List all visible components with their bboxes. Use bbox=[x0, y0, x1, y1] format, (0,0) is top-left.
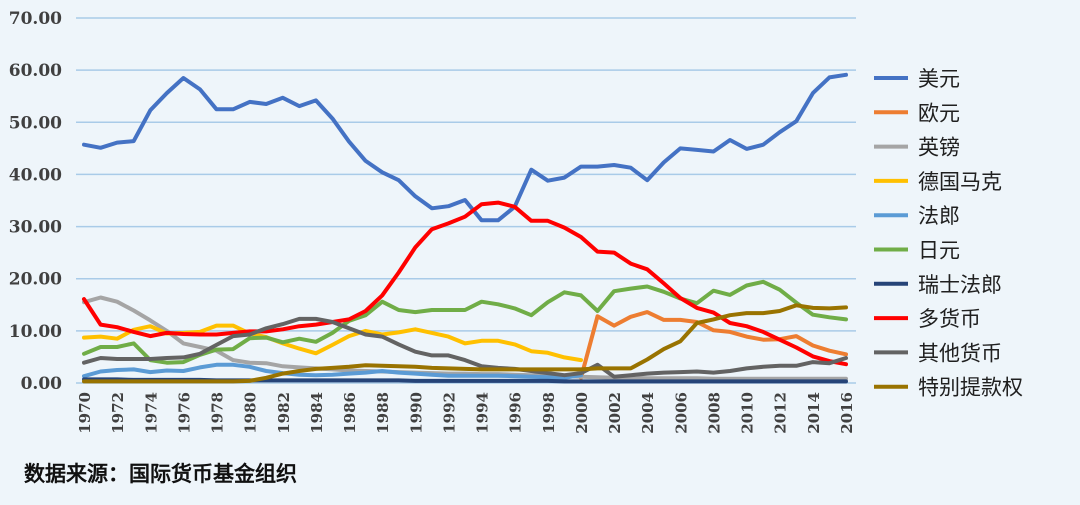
y-tick-label: 70.00 bbox=[9, 9, 62, 29]
x-tick-label: 1976 bbox=[175, 392, 193, 434]
legend-label: 日元 bbox=[918, 239, 960, 263]
x-tick-label: 2004 bbox=[639, 392, 657, 434]
y-tick-label: 20.00 bbox=[9, 270, 62, 290]
x-tick-label: 2006 bbox=[672, 392, 690, 434]
x-tick-label: 1996 bbox=[507, 392, 525, 434]
x-tick-label: 1974 bbox=[142, 392, 160, 434]
series-line-9 bbox=[82, 303, 848, 384]
x-tick-label: 1978 bbox=[209, 392, 227, 434]
x-tick-label: 1980 bbox=[242, 392, 260, 434]
y-tick-label: 0.00 bbox=[21, 374, 63, 394]
x-tick-label: 2010 bbox=[739, 392, 757, 434]
x-tick-label: 1992 bbox=[440, 392, 458, 434]
x-tick-label: 2000 bbox=[573, 392, 591, 434]
y-tick-label: 40.00 bbox=[9, 165, 62, 185]
legend-label: 其他货币 bbox=[918, 341, 1002, 365]
legend-label: 美元 bbox=[918, 67, 960, 91]
x-tick-label: 1994 bbox=[474, 392, 492, 434]
legend-label: 特别提款权 bbox=[918, 376, 1023, 400]
series-line-1 bbox=[579, 310, 848, 380]
x-tick-label: 1972 bbox=[109, 392, 127, 434]
x-axis-ticks: 1970 1972 1974 1976 1978 1980 1982 1984 1986 1988… bbox=[76, 392, 856, 434]
x-tick-label: 2014 bbox=[805, 392, 823, 434]
series-line-5 bbox=[82, 279, 848, 365]
legend-label: 欧元 bbox=[918, 101, 960, 125]
x-tick-label: 1988 bbox=[374, 392, 392, 434]
x-tick-label: 2008 bbox=[705, 392, 723, 434]
legend-label: 德国马克 bbox=[918, 170, 1002, 194]
y-tick-label: 50.00 bbox=[9, 113, 62, 133]
x-tick-label: 1984 bbox=[308, 392, 326, 434]
series-line-0 bbox=[82, 72, 848, 223]
legend-label: 英镑 bbox=[918, 136, 960, 160]
legend-label: 瑞士法郎 bbox=[918, 273, 1002, 297]
y-tick-label: 10.00 bbox=[9, 322, 62, 342]
legend-label: 法郎 bbox=[918, 204, 960, 228]
x-tick-label: 1990 bbox=[407, 392, 425, 434]
y-tick-label: 60.00 bbox=[9, 61, 62, 81]
x-tick-label: 1982 bbox=[275, 392, 293, 434]
source-note: 数据来源：国际货币基金组织 bbox=[24, 461, 297, 486]
series-line-8 bbox=[82, 316, 848, 379]
y-axis-ticks: 0.00 10.00 20.00 30.00 40.00 50.00 60.00 70.00 bbox=[9, 9, 62, 394]
x-tick-label: 2002 bbox=[606, 392, 624, 434]
x-tick-label: 2012 bbox=[772, 392, 790, 434]
series-line-4 bbox=[82, 362, 583, 380]
x-tick-label: 1998 bbox=[540, 392, 558, 434]
x-tick-label: 2016 bbox=[838, 392, 856, 434]
x-tick-label: 1970 bbox=[76, 392, 94, 434]
series-lines bbox=[82, 72, 848, 384]
x-tick-label: 1986 bbox=[341, 392, 359, 434]
legend-label: 多货币 bbox=[918, 307, 981, 331]
y-tick-label: 30.00 bbox=[9, 218, 62, 238]
